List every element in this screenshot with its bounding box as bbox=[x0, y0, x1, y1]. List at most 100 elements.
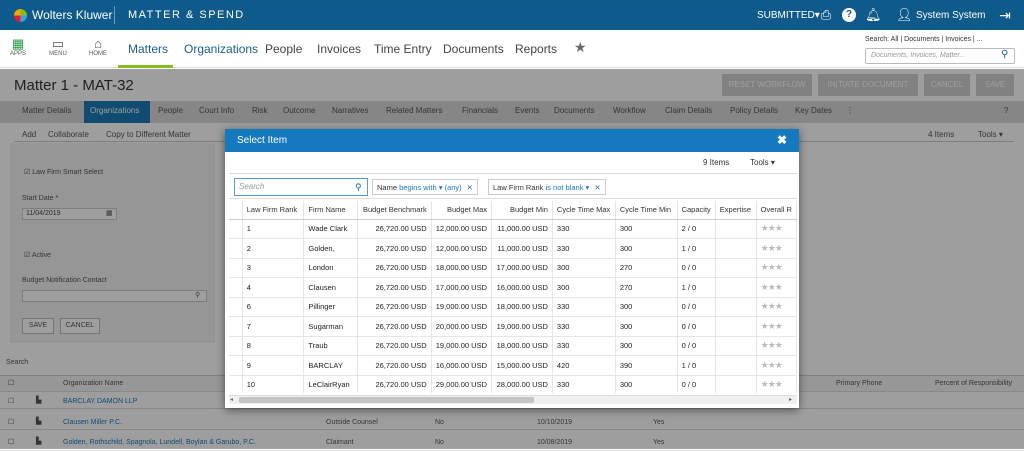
tab-workflow[interactable]: Workflow bbox=[613, 106, 646, 115]
table-row[interactable]: 6 Pillinger 26,720.00 USD 19,000.00 USD 18,0… bbox=[229, 297, 797, 317]
header-primary-phone[interactable]: Primary Phone bbox=[836, 380, 883, 387]
row-checkbox[interactable]: ☐ bbox=[8, 439, 15, 446]
tab-events[interactable]: Events bbox=[515, 106, 540, 115]
tab-key-dates[interactable]: Key Dates bbox=[795, 106, 832, 115]
header-capacity[interactable]: Capacity bbox=[677, 201, 716, 220]
tab-narratives[interactable]: Narratives bbox=[332, 106, 369, 115]
header-budget-max[interactable]: Budget Max bbox=[431, 201, 493, 220]
nav-organizations[interactable]: Organizations bbox=[184, 42, 259, 56]
header-expertise[interactable]: Expertise bbox=[715, 201, 757, 220]
tab-risk[interactable]: Risk bbox=[252, 106, 268, 115]
budget-contact-field[interactable] bbox=[22, 290, 207, 302]
notifications-bell-icon[interactable]: 🔔︎ bbox=[865, 7, 882, 22]
user-name[interactable]: System System bbox=[916, 10, 986, 21]
save-button[interactable]: SAVE bbox=[976, 74, 1014, 96]
search-scope[interactable]: Search: All | Documents | Invoices | ... bbox=[865, 36, 983, 43]
organization-link[interactable]: Clausen Miller P.C. bbox=[63, 419, 123, 426]
search-icon[interactable]: ⚲ bbox=[195, 292, 201, 299]
calendar-icon[interactable]: ▦ bbox=[106, 210, 113, 217]
nav-matters[interactable]: Matters bbox=[128, 42, 169, 56]
name-filter-chip[interactable]: Name begins with ▾ (any) ✕ bbox=[372, 179, 478, 195]
filter-operator[interactable]: begins with ▾ bbox=[399, 183, 443, 192]
tools-menu[interactable]: Tools ▾ bbox=[978, 130, 1003, 139]
tab-organizations[interactable]: Organizations bbox=[90, 106, 140, 115]
rank-filter-chip[interactable]: Law Firm Rank is not blank ▾ ✕ bbox=[488, 179, 606, 195]
tab-outcome[interactable]: Outcome bbox=[283, 106, 316, 115]
nav-people[interactable]: People bbox=[265, 42, 303, 56]
nav-documents[interactable]: Documents bbox=[443, 42, 504, 56]
header-overall-rating[interactable]: Overall R bbox=[756, 201, 797, 220]
table-row[interactable]: 3 London 26,720.00 USD 18,000.00 USD 17,000.… bbox=[229, 258, 797, 278]
global-search-input[interactable]: Documents, Invoices, Matter... bbox=[865, 48, 1015, 64]
tab-documents[interactable]: Documents bbox=[554, 106, 595, 115]
tools-menu[interactable]: Tools ▾ bbox=[750, 158, 775, 167]
save-button[interactable]: SAVE bbox=[22, 318, 54, 334]
user-icon[interactable]: 👤︎ bbox=[896, 7, 913, 22]
copy-to-different-matter-tab[interactable]: Copy to Different Matter bbox=[106, 130, 191, 139]
home-button[interactable]: ⌂ HOME bbox=[83, 37, 113, 58]
nav-reports[interactable]: Reports bbox=[515, 42, 558, 56]
tab-financials[interactable]: Financials bbox=[462, 106, 499, 115]
tab-claim-details[interactable]: Claim Details bbox=[665, 106, 713, 115]
table-row[interactable]: 10 LeClairRyan 26,720.00 USD 29,000.00 USD 2… bbox=[229, 375, 797, 393]
header-percent-responsibility[interactable]: Percent of Responsibility bbox=[935, 380, 1013, 387]
favorites-star-icon[interactable]: ★ bbox=[574, 39, 587, 55]
help-icon[interactable]: ? bbox=[842, 8, 856, 22]
header-budget-benchmark[interactable]: Budget Benchmark bbox=[357, 201, 432, 220]
search-icon[interactable]: ⚲ bbox=[1001, 49, 1009, 60]
search-icon[interactable]: ⚲ bbox=[355, 182, 362, 192]
more-tabs-icon[interactable]: ⋮ bbox=[846, 106, 854, 115]
start-date-field[interactable]: 11/04/2019 bbox=[22, 208, 117, 220]
table-row[interactable]: 4 Clausen 26,720.00 USD 17,000.00 USD 16,000… bbox=[229, 277, 797, 298]
filter-operator[interactable]: is not blank ▾ bbox=[545, 183, 590, 192]
cancel-button[interactable]: CANCEL bbox=[60, 318, 100, 334]
row-checkbox[interactable]: ☐ bbox=[8, 419, 15, 426]
table-row[interactable] bbox=[0, 413, 1024, 430]
tab-court-info[interactable]: Court Info bbox=[199, 106, 235, 115]
tab-matter-details[interactable]: Matter Details bbox=[22, 106, 72, 115]
table-row[interactable]: 2 Golden, 26,720.00 USD 12,000.00 USD 11,000… bbox=[229, 238, 797, 259]
collaborate-tab[interactable]: Collaborate bbox=[48, 130, 89, 139]
apps-button[interactable]: ▦ APPS bbox=[3, 37, 33, 58]
initiate-document-button[interactable]: INITIATE DOCUMENT bbox=[818, 74, 918, 96]
header-cycle-time-min[interactable]: Cycle Time Min bbox=[615, 201, 678, 220]
scroll-right-icon[interactable]: ▸ bbox=[789, 397, 793, 403]
brand[interactable]: Wolters Kluwer bbox=[14, 8, 112, 22]
nav-time-entry[interactable]: Time Entry bbox=[374, 42, 432, 56]
filter-value[interactable]: (any) bbox=[444, 183, 462, 192]
add-tab[interactable]: Add bbox=[20, 130, 39, 139]
header-budget-min[interactable]: Budget Min bbox=[491, 201, 553, 220]
organization-link[interactable]: BARCLAY DAMON LLP bbox=[63, 398, 138, 405]
header-cycle-time-max[interactable]: Cycle Time Max bbox=[552, 201, 616, 220]
table-row[interactable]: 9 BARCLAY 26,720.00 USD 16,000.00 USD 15,000… bbox=[229, 355, 797, 376]
table-row[interactable] bbox=[0, 392, 1024, 409]
remove-filter-icon[interactable]: ✕ bbox=[594, 183, 601, 192]
header-organization-name[interactable]: Organization Name bbox=[63, 380, 124, 387]
menu-button[interactable]: ▭ MENU bbox=[43, 37, 73, 58]
reset-workflow-button[interactable]: RESET WORKFLOW bbox=[722, 74, 812, 96]
logout-icon[interactable]: ⇥ bbox=[999, 7, 1011, 23]
nav-invoices[interactable]: Invoices bbox=[317, 42, 362, 56]
scroll-left-icon[interactable]: ◂ bbox=[230, 397, 234, 403]
table-row[interactable]: 8 Traub 26,720.00 USD 19,000.00 USD 18,000.0… bbox=[229, 336, 797, 356]
header-firm-name[interactable]: Firm Name bbox=[303, 201, 358, 220]
select-all-checkbox[interactable]: ☐ bbox=[8, 380, 15, 387]
organization-link[interactable]: Golden, Rothschild, Spagnola, Lundell, B… bbox=[63, 439, 256, 446]
grid-search-input[interactable]: Search bbox=[6, 359, 29, 366]
smart-select-checkbox[interactable]: ☑ Law Firm Smart Select bbox=[24, 169, 104, 176]
tab-related-matters[interactable]: Related Matters bbox=[386, 106, 443, 115]
tab-policy-details[interactable]: Policy Details bbox=[730, 106, 779, 115]
row-checkbox[interactable]: ☐ bbox=[8, 398, 15, 405]
header-law-firm-rank[interactable]: Law Firm Rank bbox=[242, 201, 305, 220]
remove-filter-icon[interactable]: ✕ bbox=[466, 183, 473, 192]
active-checkbox[interactable]: ☑ Active bbox=[24, 252, 51, 259]
dialog-search-input[interactable]: Search bbox=[234, 178, 368, 196]
scrollbar-thumb[interactable] bbox=[239, 397, 534, 403]
close-icon[interactable]: ✖ bbox=[777, 133, 788, 147]
submitted-dropdown[interactable]: SUBMITTED▾ bbox=[757, 10, 820, 21]
cancel-button[interactable]: CANCEL bbox=[924, 74, 970, 96]
table-row[interactable]: 1 Wade Clark 26,720.00 USD 12,000.00 USD 11,… bbox=[229, 219, 797, 239]
help-icon[interactable]: ? bbox=[1004, 106, 1009, 115]
table-row[interactable]: 7 Sugarman 26,720.00 USD 20,000.00 USD 19,00… bbox=[229, 316, 797, 337]
tab-people[interactable]: People bbox=[158, 106, 183, 115]
